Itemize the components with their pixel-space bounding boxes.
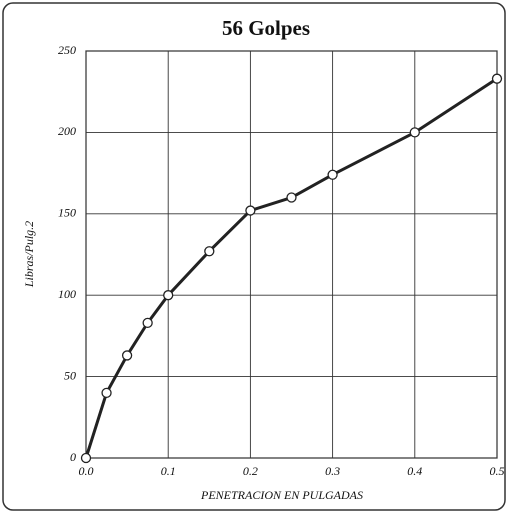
y-tick-label: 200	[58, 124, 76, 138]
data-point	[409, 127, 420, 138]
y-tick-label: 250	[58, 43, 76, 57]
y-tick-label: 150	[58, 206, 76, 220]
y-tick-label: 50	[64, 368, 76, 382]
data-point	[327, 169, 338, 180]
x-tick-label: 0.2	[243, 464, 258, 478]
data-point	[142, 317, 153, 329]
data-point	[80, 452, 92, 464]
data-point	[491, 73, 503, 84]
y-tick-label: 100	[58, 287, 76, 301]
y-tick-label: 0	[70, 450, 76, 464]
data-point	[204, 246, 215, 257]
data-point	[163, 290, 174, 301]
data-point	[101, 387, 112, 399]
chart-title: 56 Golpes	[222, 16, 310, 40]
x-tick-label: 0.3	[325, 464, 340, 478]
data-point	[121, 350, 133, 361]
data-point	[286, 192, 297, 203]
x-axis-label: PENETRACION EN PULGADAS	[200, 488, 363, 502]
x-tick-label: 0.0	[79, 464, 94, 478]
data-point	[245, 205, 256, 216]
x-tick-label: 0.4	[407, 464, 422, 478]
x-tick-label: 0.1	[161, 464, 176, 478]
x-tick-label: 0.5	[490, 464, 505, 478]
y-axis-label: Libras/Pulg.2	[22, 221, 36, 288]
